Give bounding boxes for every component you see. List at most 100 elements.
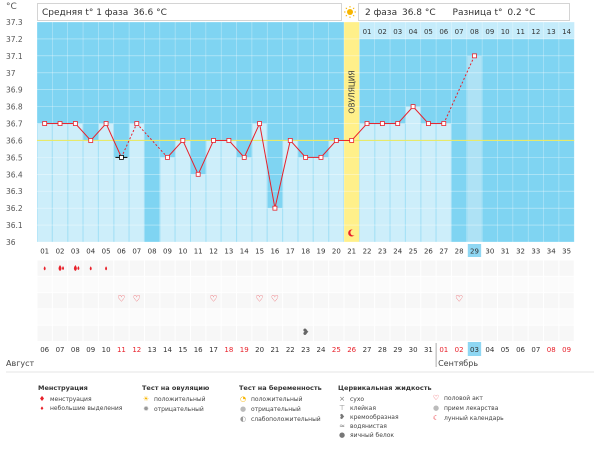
cycle-day-label: 17 bbox=[286, 248, 295, 256]
heart-icon: ♡ bbox=[209, 295, 217, 305]
symptom-cell bbox=[98, 309, 114, 325]
symptom-cell bbox=[37, 309, 52, 325]
temperature-point bbox=[119, 154, 124, 160]
symptom-cell bbox=[160, 309, 175, 325]
symptom-cell bbox=[98, 325, 114, 341]
symptom-cell bbox=[114, 325, 129, 341]
symptom-cell bbox=[329, 325, 344, 341]
y-tick-label: 36.1 bbox=[6, 221, 23, 230]
symptom-cell bbox=[544, 309, 559, 325]
symptom-cell bbox=[451, 309, 467, 325]
symptom-cell bbox=[467, 309, 482, 325]
temperature-bar bbox=[160, 157, 175, 242]
creamy-icon: ❥ bbox=[339, 413, 345, 421]
cycle-day-label: 16 bbox=[270, 248, 279, 256]
calendar-date: 17 bbox=[209, 346, 218, 354]
moon-icon-cutout bbox=[350, 229, 357, 236]
temperature-point bbox=[272, 205, 278, 211]
symptom-cell bbox=[436, 276, 451, 293]
temperature-bar bbox=[129, 123, 144, 242]
symptom-cell bbox=[267, 309, 283, 325]
temperature-point bbox=[134, 121, 140, 126]
symptom-cell bbox=[298, 260, 313, 276]
legend-preg-positive: ◔ положительный bbox=[239, 395, 303, 403]
temperature-bar bbox=[421, 123, 436, 242]
cycle-day-label: 21 bbox=[347, 248, 356, 256]
symptom-cell bbox=[528, 276, 544, 293]
phase2-day-label: 10 bbox=[501, 28, 510, 36]
calendar-date: 04 bbox=[485, 346, 494, 354]
calendar-date: 13 bbox=[148, 346, 157, 354]
symptom-cell bbox=[283, 293, 298, 309]
symptom-cell bbox=[375, 260, 390, 276]
diff-label: Разница t° bbox=[452, 8, 503, 18]
phase2-day-label: 14 bbox=[562, 28, 571, 36]
symptom-cell bbox=[359, 260, 375, 276]
cycle-day-label: 29 bbox=[470, 248, 479, 256]
calendar-date: 10 bbox=[102, 346, 111, 354]
heart-icon: ♡ bbox=[432, 394, 440, 402]
temperature-bar bbox=[37, 123, 52, 242]
y-tick-label: 36.6 bbox=[6, 136, 23, 145]
moon-icon: ☾ bbox=[432, 414, 440, 422]
temperature-point bbox=[72, 121, 78, 126]
phase2-day-strip bbox=[359, 22, 575, 39]
legend-lunar: ☾ лунный календарь bbox=[432, 414, 504, 422]
calendar-date: 29 bbox=[393, 346, 402, 354]
symptom-cell bbox=[528, 293, 544, 309]
cycle-day-label: 35 bbox=[562, 248, 571, 256]
symptom-cell bbox=[52, 325, 68, 341]
phase2-day-label: 03 bbox=[393, 28, 402, 36]
symptom-cell bbox=[375, 325, 390, 341]
symptom-cell bbox=[114, 293, 129, 309]
symptom-cell bbox=[344, 325, 359, 341]
temperature-line bbox=[274, 140, 291, 209]
temperature-line bbox=[90, 123, 107, 141]
symptom-cell bbox=[252, 325, 267, 341]
temperature-line bbox=[182, 140, 199, 175]
temperature-point bbox=[180, 138, 186, 143]
symptom-cell bbox=[237, 325, 252, 341]
legend-preg-weak: ◐ слабоположительный bbox=[239, 415, 321, 423]
temperature-bar bbox=[237, 157, 252, 242]
symptom-cell bbox=[37, 293, 52, 309]
symptom-cell bbox=[129, 276, 144, 293]
cycle-day-label: 09 bbox=[163, 248, 172, 256]
symptom-cell bbox=[421, 293, 436, 309]
cross-icon: × bbox=[339, 395, 345, 403]
temperature-point bbox=[195, 171, 201, 177]
symptom-cell bbox=[221, 276, 237, 293]
calendar-date: 16 bbox=[194, 346, 203, 354]
symptom-cell bbox=[144, 325, 160, 341]
symptom-cell bbox=[482, 293, 497, 309]
calendar-date: 15 bbox=[178, 346, 187, 354]
y-tick-label: 37 bbox=[6, 69, 16, 78]
legend-ovulation-test-title: Тест на овуляцию bbox=[142, 384, 210, 392]
symptom-cell bbox=[283, 309, 298, 325]
symptom-cell bbox=[144, 260, 160, 276]
symptom-cell bbox=[436, 260, 451, 276]
calendar-date: 08 bbox=[547, 346, 556, 354]
symptom-cell bbox=[436, 293, 451, 309]
pill-icon: ● bbox=[432, 404, 440, 412]
temperature-point bbox=[333, 138, 339, 143]
y-tick-label: 36.4 bbox=[6, 170, 23, 179]
temperature-line bbox=[412, 106, 429, 124]
symptom-cell bbox=[298, 293, 313, 309]
calendar-date: 07 bbox=[531, 346, 540, 354]
phase2-day-label: 13 bbox=[547, 28, 556, 36]
heart-icon: ♡ bbox=[271, 295, 279, 305]
legend-fluid-eggwhite: ● яичный белок bbox=[338, 431, 395, 439]
calendar-date: 01 bbox=[439, 346, 448, 354]
cycle-day-label: 03 bbox=[71, 248, 80, 256]
cycle-day-label: 14 bbox=[240, 248, 249, 256]
phase2-day-label: 02 bbox=[378, 28, 387, 36]
cycle-day-label: 30 bbox=[485, 248, 494, 256]
symptom-cell bbox=[559, 309, 574, 325]
symptom-cell bbox=[344, 309, 359, 325]
symptom-cell bbox=[83, 325, 98, 341]
symptom-cell bbox=[175, 309, 190, 325]
temperature-line bbox=[228, 140, 245, 158]
legend-preg-negative: ● отрицательный bbox=[239, 405, 301, 413]
symptom-cell bbox=[175, 293, 190, 309]
